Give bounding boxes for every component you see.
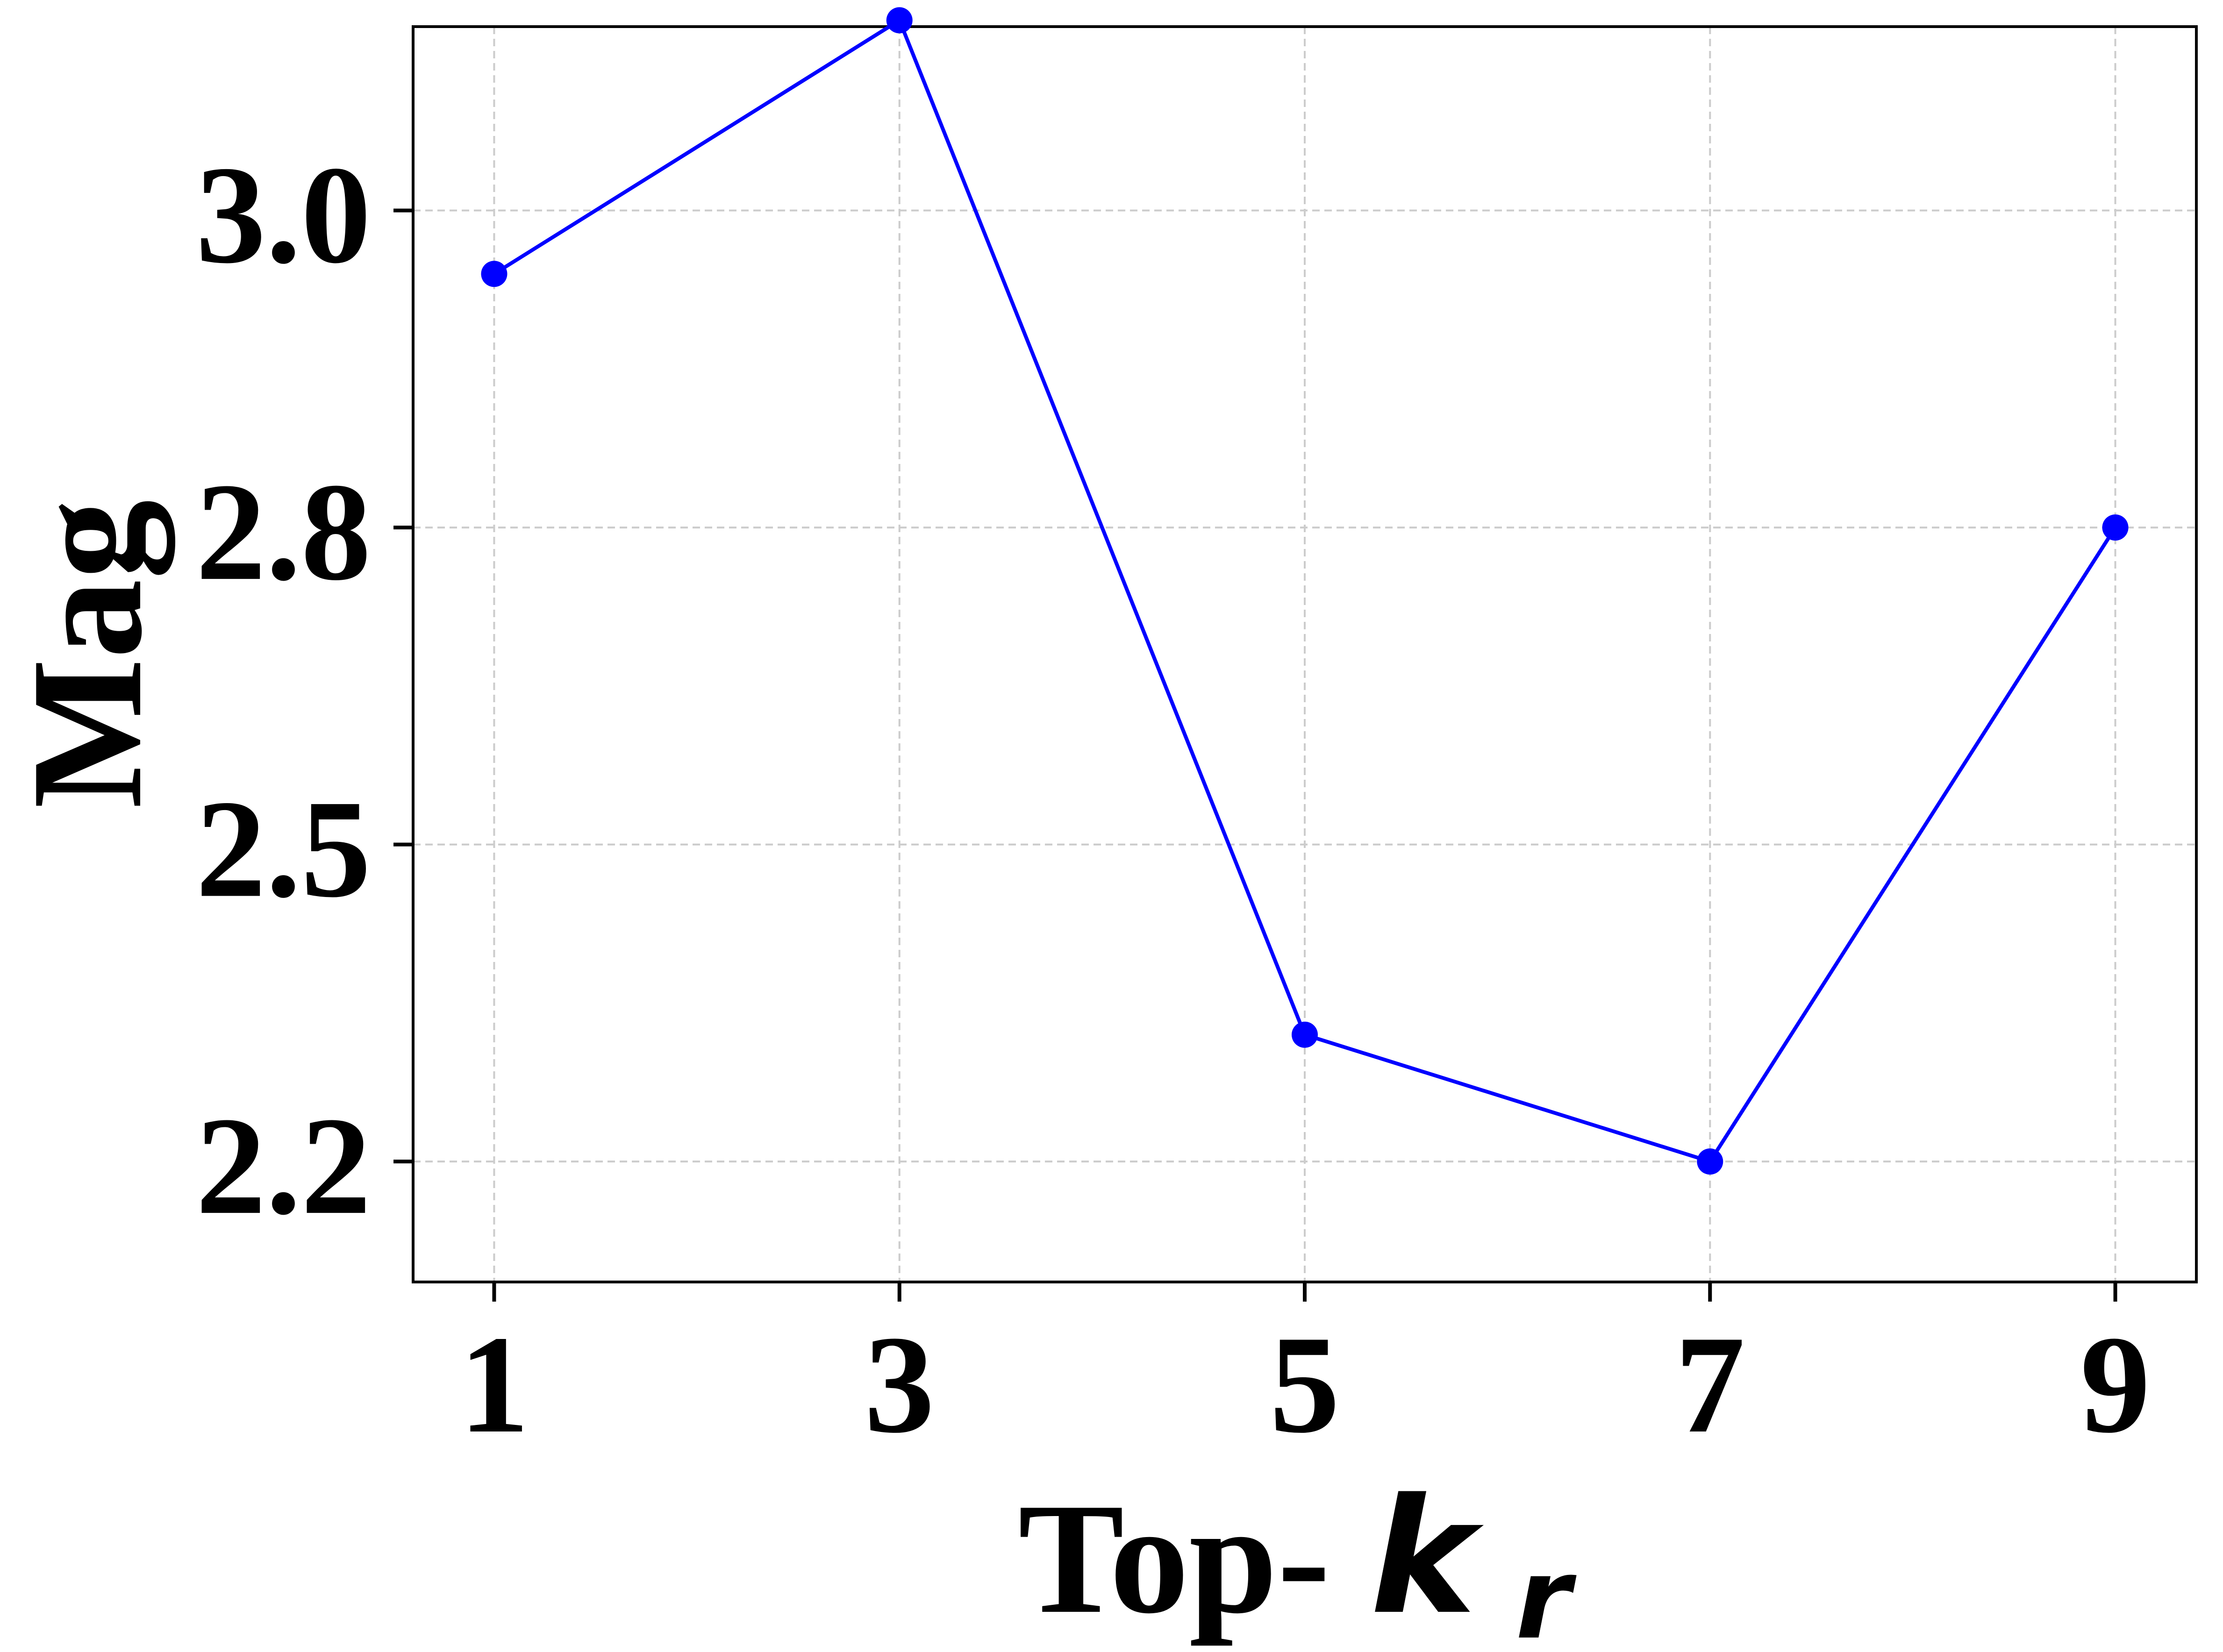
x-axis-label-prefix: Top- (1018, 1470, 1330, 1646)
y-tick-label: 2.8 (196, 454, 371, 609)
x-tick-label: 5 (1270, 1307, 1340, 1462)
data-point (481, 261, 508, 287)
x-tick-label: 3 (865, 1307, 935, 1462)
grid (413, 27, 2196, 1282)
x-tick-label: 9 (2080, 1307, 2151, 1462)
y-axis-label: Mag (0, 500, 178, 809)
x-tick-label: 1 (459, 1307, 529, 1462)
data-point (1697, 1148, 1723, 1175)
data-point (886, 7, 913, 34)
data-point (2102, 514, 2129, 541)
y-axis: 2.2 2.5 2.8 3.0 (196, 137, 413, 1243)
y-tick-label: 2.5 (196, 771, 371, 926)
x-axis-label-subscript: r (1515, 1533, 1577, 1652)
x-tick-label: 7 (1675, 1307, 1745, 1462)
series-layer (481, 7, 2129, 1175)
x-axis-label: Top- k r (1018, 1465, 1577, 1652)
y-tick-label: 2.2 (196, 1088, 371, 1243)
x-axis: 1 3 5 7 9 (459, 1282, 2151, 1462)
y-tick-label: 3.0 (196, 137, 371, 292)
x-axis-label-variable: k (1370, 1465, 1484, 1650)
data-point (1292, 1021, 1318, 1048)
